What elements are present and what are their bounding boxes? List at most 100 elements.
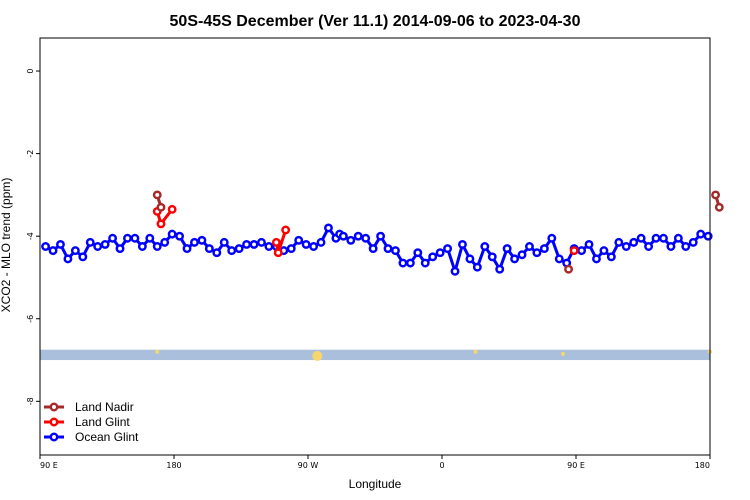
data-point — [696, 229, 706, 239]
data-point — [204, 244, 214, 254]
data-point — [651, 233, 661, 243]
data-point — [487, 252, 497, 262]
data-point — [577, 246, 587, 256]
data-point — [324, 223, 333, 233]
legend-marker — [49, 402, 59, 412]
data-point — [465, 254, 475, 264]
data-point — [472, 262, 482, 272]
data-point — [167, 229, 177, 239]
land-mark — [473, 349, 478, 354]
data-point — [85, 237, 95, 247]
data-point — [271, 237, 281, 247]
data-point — [584, 239, 594, 249]
data-point — [93, 242, 103, 251]
data-point — [156, 202, 166, 212]
data-point — [78, 252, 88, 262]
data-point — [108, 233, 118, 243]
data-point — [56, 239, 65, 249]
data-point — [413, 248, 423, 258]
data-point — [480, 242, 490, 251]
data-point — [510, 254, 520, 264]
series-ocean-glint — [41, 223, 713, 276]
data-point — [368, 244, 378, 254]
x-axis-label: Longitude — [349, 477, 402, 491]
data-point — [100, 239, 110, 249]
x-tick-label: 180 — [695, 461, 710, 470]
data-point — [115, 244, 125, 254]
data-point — [190, 237, 199, 247]
data-point — [592, 254, 601, 264]
data-point — [227, 246, 237, 256]
data-point — [301, 239, 311, 249]
data-point — [443, 244, 453, 254]
land-mark — [312, 350, 323, 361]
data-point — [137, 242, 147, 251]
plot-series — [41, 190, 724, 276]
data-point — [673, 233, 683, 243]
legend-item: Land Glint — [44, 415, 130, 429]
data-point — [711, 190, 721, 200]
data-point — [167, 204, 177, 214]
y-axis-ticks: 0 -2 -4 -6 -8 — [26, 68, 40, 405]
data-point — [234, 244, 244, 254]
data-point — [405, 258, 415, 268]
data-point — [160, 237, 170, 247]
legend-item: Ocean Glint — [44, 430, 139, 444]
data-point — [309, 242, 319, 251]
x-tick-label: 180 — [166, 461, 181, 470]
data-point — [123, 233, 132, 243]
data-point — [398, 258, 408, 268]
data-point — [539, 244, 549, 254]
land-mark — [560, 351, 565, 356]
data-point — [152, 190, 162, 200]
x-tick-label: 90 E — [40, 461, 58, 470]
data-point — [316, 237, 326, 247]
data-point — [249, 239, 259, 249]
data-point — [346, 235, 356, 245]
data-point — [156, 219, 166, 229]
data-point — [257, 237, 266, 247]
data-point — [525, 242, 534, 251]
data-point — [614, 237, 624, 247]
data-point — [212, 248, 222, 258]
data-point — [554, 254, 564, 264]
y-tick-label: -6 — [26, 315, 35, 323]
data-point — [450, 266, 460, 276]
data-point — [517, 250, 527, 260]
legend-marker — [49, 417, 59, 427]
data-point — [659, 233, 668, 243]
x-tick-label: 90 E — [567, 461, 585, 470]
data-point — [532, 248, 542, 258]
x-axis-ticks: 90 E 180 90 W 0 90 E 180 — [39, 455, 711, 470]
legend-label: Land Glint — [75, 415, 130, 429]
x-tick-label: 0 — [439, 461, 444, 470]
series-land-glint — [152, 204, 579, 258]
data-point — [681, 242, 691, 251]
data-point — [420, 258, 430, 268]
y-tick-label: -4 — [26, 232, 35, 240]
data-point — [175, 231, 185, 241]
land-mark — [155, 349, 160, 354]
y-tick-label: 0 — [26, 68, 35, 73]
data-point — [502, 244, 512, 254]
data-point — [621, 242, 631, 251]
data-point — [435, 248, 445, 258]
data-point — [636, 233, 646, 243]
data-point — [264, 242, 274, 251]
plot-frame — [39, 37, 711, 456]
data-point — [564, 264, 574, 274]
series-land-nadir — [152, 190, 724, 274]
data-point — [714, 202, 724, 212]
data-point — [391, 246, 400, 256]
legend-item: Land Nadir — [44, 400, 134, 414]
data-point — [273, 248, 283, 258]
data-point — [145, 233, 155, 243]
data-point — [383, 244, 393, 254]
data-point — [361, 233, 371, 243]
data-point — [569, 246, 579, 256]
data-point — [338, 231, 348, 241]
y-tick-label: -2 — [26, 150, 35, 158]
data-point — [495, 264, 505, 274]
data-point — [294, 235, 304, 245]
